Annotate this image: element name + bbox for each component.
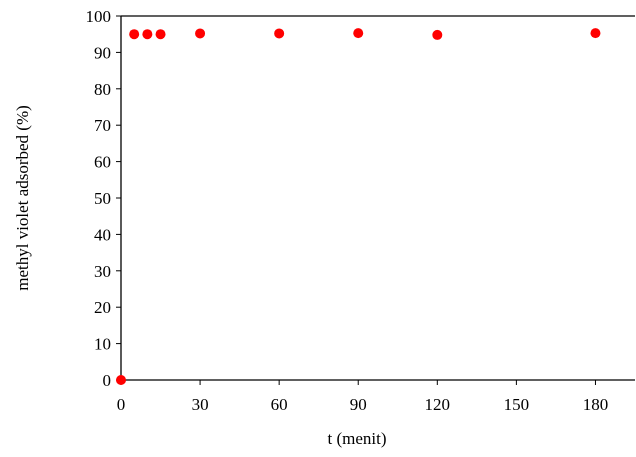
y-tick-label: 70: [94, 116, 111, 135]
data-point: [195, 28, 206, 39]
data-point: [155, 29, 166, 40]
x-tick-label: 150: [504, 395, 530, 414]
data-point: [432, 29, 443, 40]
data-point: [274, 28, 285, 39]
data-point: [142, 29, 153, 40]
y-tick-label: 50: [94, 189, 111, 208]
y-axis-label: methyl violet adsorbed (%): [13, 105, 32, 291]
data-point: [116, 375, 126, 385]
x-tick-label: 30: [192, 395, 209, 414]
y-tick-label: 90: [94, 43, 111, 62]
x-tick-label: 180: [583, 395, 609, 414]
x-tick-label: 120: [425, 395, 451, 414]
x-tick-label: 0: [117, 395, 126, 414]
data-point: [129, 29, 140, 40]
axes: [116, 15, 635, 385]
data-point: [353, 28, 364, 39]
y-tick-label: 80: [94, 80, 111, 99]
y-tick-label: 40: [94, 225, 111, 244]
x-tick-label: 90: [350, 395, 367, 414]
y-tick-label: 100: [86, 7, 112, 26]
data-points: [116, 28, 601, 385]
y-tick-label: 0: [103, 371, 112, 390]
y-tick-label: 20: [94, 298, 111, 317]
y-tick-label: 60: [94, 153, 111, 172]
y-tick-label: 30: [94, 262, 111, 281]
data-point: [590, 28, 601, 39]
x-tick-label: 60: [271, 395, 288, 414]
x-axis-label: t (menit): [327, 429, 386, 448]
tick-labels: 0 10 20 30 40 50 60 70 80 90 100 0 30 60 90 120 150 180: [86, 7, 609, 414]
y-tick-label: 10: [94, 335, 111, 354]
